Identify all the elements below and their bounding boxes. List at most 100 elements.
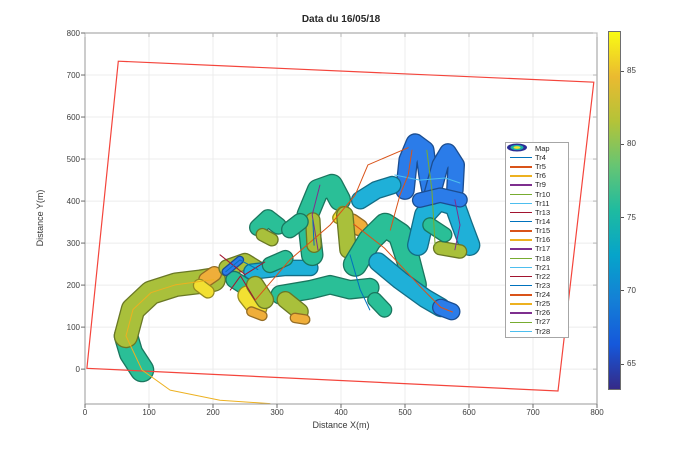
legend-label: Tr4: [535, 152, 546, 162]
chart-title: Data du 16/05/18: [301, 14, 381, 25]
plot-data-layer: [86, 60, 595, 404]
legend-line-swatch: [509, 166, 533, 168]
legend-item-tr16: Tr16: [509, 236, 568, 244]
x-tick-label: 700: [526, 408, 540, 417]
colorbar-tick-mark: [621, 363, 624, 365]
legend-item-tr21: Tr21: [509, 263, 568, 271]
map-patch: [194, 280, 214, 298]
legend-line-swatch: [509, 303, 533, 305]
colorbar-tick-mark: [621, 143, 624, 145]
y-axis-label: Distance Y(m): [35, 189, 45, 247]
map-patch: [199, 267, 221, 287]
legend-line-swatch: [509, 257, 533, 259]
colorbar: [608, 31, 621, 390]
map-patch: [244, 260, 318, 279]
map-patch: [256, 229, 278, 246]
legend-label: Tr16: [535, 235, 551, 245]
legend-line-swatch: [509, 220, 533, 223]
x-tick-label: 200: [206, 408, 220, 417]
trajectory-line-Tr18: [426, 149, 436, 246]
legend-item-tr9: Tr9: [509, 181, 568, 189]
y-tick-label: 300: [66, 238, 80, 248]
legend-label: Tr15: [535, 226, 551, 236]
x-axis-label: Distance X(m): [312, 420, 370, 430]
map-patch: [250, 210, 286, 235]
y-tick-label: 700: [66, 70, 80, 80]
trajectory-line-Tr5: [353, 223, 453, 313]
legend-item-tr17: Tr17: [509, 245, 568, 253]
y-tick-label: 600: [66, 112, 80, 122]
map-patch: [238, 286, 267, 317]
y-tick-label: 200: [66, 280, 80, 290]
legend-item-tr14: Tr14: [509, 218, 568, 226]
legend-item-tr11: Tr11: [509, 199, 568, 207]
legend-label: Map: [535, 143, 550, 153]
trajectory-line-Tr6: [125, 279, 271, 404]
colorbar-tick-mark: [621, 217, 624, 219]
legend-line-swatch: [509, 321, 533, 323]
trajectory-line-Tr13: [219, 254, 266, 276]
legend-label: Tr13: [535, 207, 551, 217]
legend-label: Tr18: [535, 253, 551, 263]
x-tick-label: 400: [334, 408, 348, 417]
legend-line-swatch: [509, 312, 533, 314]
map-patch: [271, 276, 379, 304]
legend-label: Tr5: [535, 162, 546, 172]
map-patch: [352, 177, 401, 209]
trajectory-line-Tr22: [229, 275, 256, 301]
legend-label: Tr22: [535, 271, 551, 281]
legend-line-swatch: [509, 330, 533, 333]
legend-item-tr13: Tr13: [509, 209, 568, 217]
trajectory-line-Tr4: [225, 259, 259, 273]
legend-label: Tr21: [535, 262, 551, 272]
legend-label: Tr17: [535, 244, 551, 254]
legend-line-swatch: [509, 184, 533, 186]
legend-label: Tr27: [535, 317, 551, 327]
colorbar-tick-mark: [621, 70, 624, 72]
trajectory-line-Tr24: [389, 149, 413, 231]
legend-item-tr27: Tr27: [509, 318, 568, 326]
legend-line-swatch: [509, 248, 533, 250]
legend-item-tr15: Tr15: [509, 227, 568, 235]
legend-line-swatch: [509, 175, 533, 177]
legend-label: Tr14: [535, 216, 551, 226]
y-tick-label: 0: [75, 364, 80, 374]
map-patch: [434, 242, 466, 258]
map-patch: [337, 207, 356, 258]
map-patch: [247, 277, 273, 308]
colorbar-tick-label: 85: [627, 66, 636, 76]
legend-line-swatch: [509, 211, 533, 214]
legend-label: Tr23: [535, 280, 551, 290]
legend-line-swatch: [509, 284, 533, 287]
legend-label: Tr9: [535, 180, 546, 190]
y-tick-label: 500: [66, 154, 80, 164]
legend-line-swatch: [509, 239, 533, 241]
trajectory-line-Tr14: [349, 254, 371, 311]
x-tick-label: 600: [462, 408, 476, 417]
legend-item-tr26: Tr26: [509, 309, 568, 317]
map-patch: [368, 293, 391, 317]
legend-label: Tr28: [535, 326, 551, 336]
trajectory-line-Tr15: [254, 147, 409, 301]
x-tick-label: 800: [590, 408, 604, 417]
map-patch: [344, 214, 426, 296]
legend: Map Tr4 Tr5 Tr6 Tr9 Tr10 Tr11 Tr13 Tr14 Tr15 Tr16 T…: [505, 142, 569, 338]
trajectory-line-Tr23: [312, 219, 315, 246]
legend-item-tr4: Tr4: [509, 154, 568, 162]
map-patch: [290, 313, 310, 324]
map-patch: [423, 218, 452, 242]
trajectory-line-Tr9: [311, 184, 321, 251]
legend-label: Tr10: [535, 189, 551, 199]
legend-line-swatch: [509, 157, 533, 159]
legend-item-tr10: Tr10: [509, 190, 568, 198]
legend-item-tr28: Tr28: [509, 327, 568, 335]
legend-label: Tr6: [535, 171, 546, 181]
legend-item-tr22: Tr22: [509, 273, 568, 281]
x-tick-label: 500: [398, 408, 412, 417]
colorbar-tick-label: 70: [627, 285, 636, 295]
legend-item-tr18: Tr18: [509, 254, 568, 262]
x-tick-label: 100: [142, 408, 156, 417]
colorbar-tick-label: 80: [627, 139, 636, 149]
